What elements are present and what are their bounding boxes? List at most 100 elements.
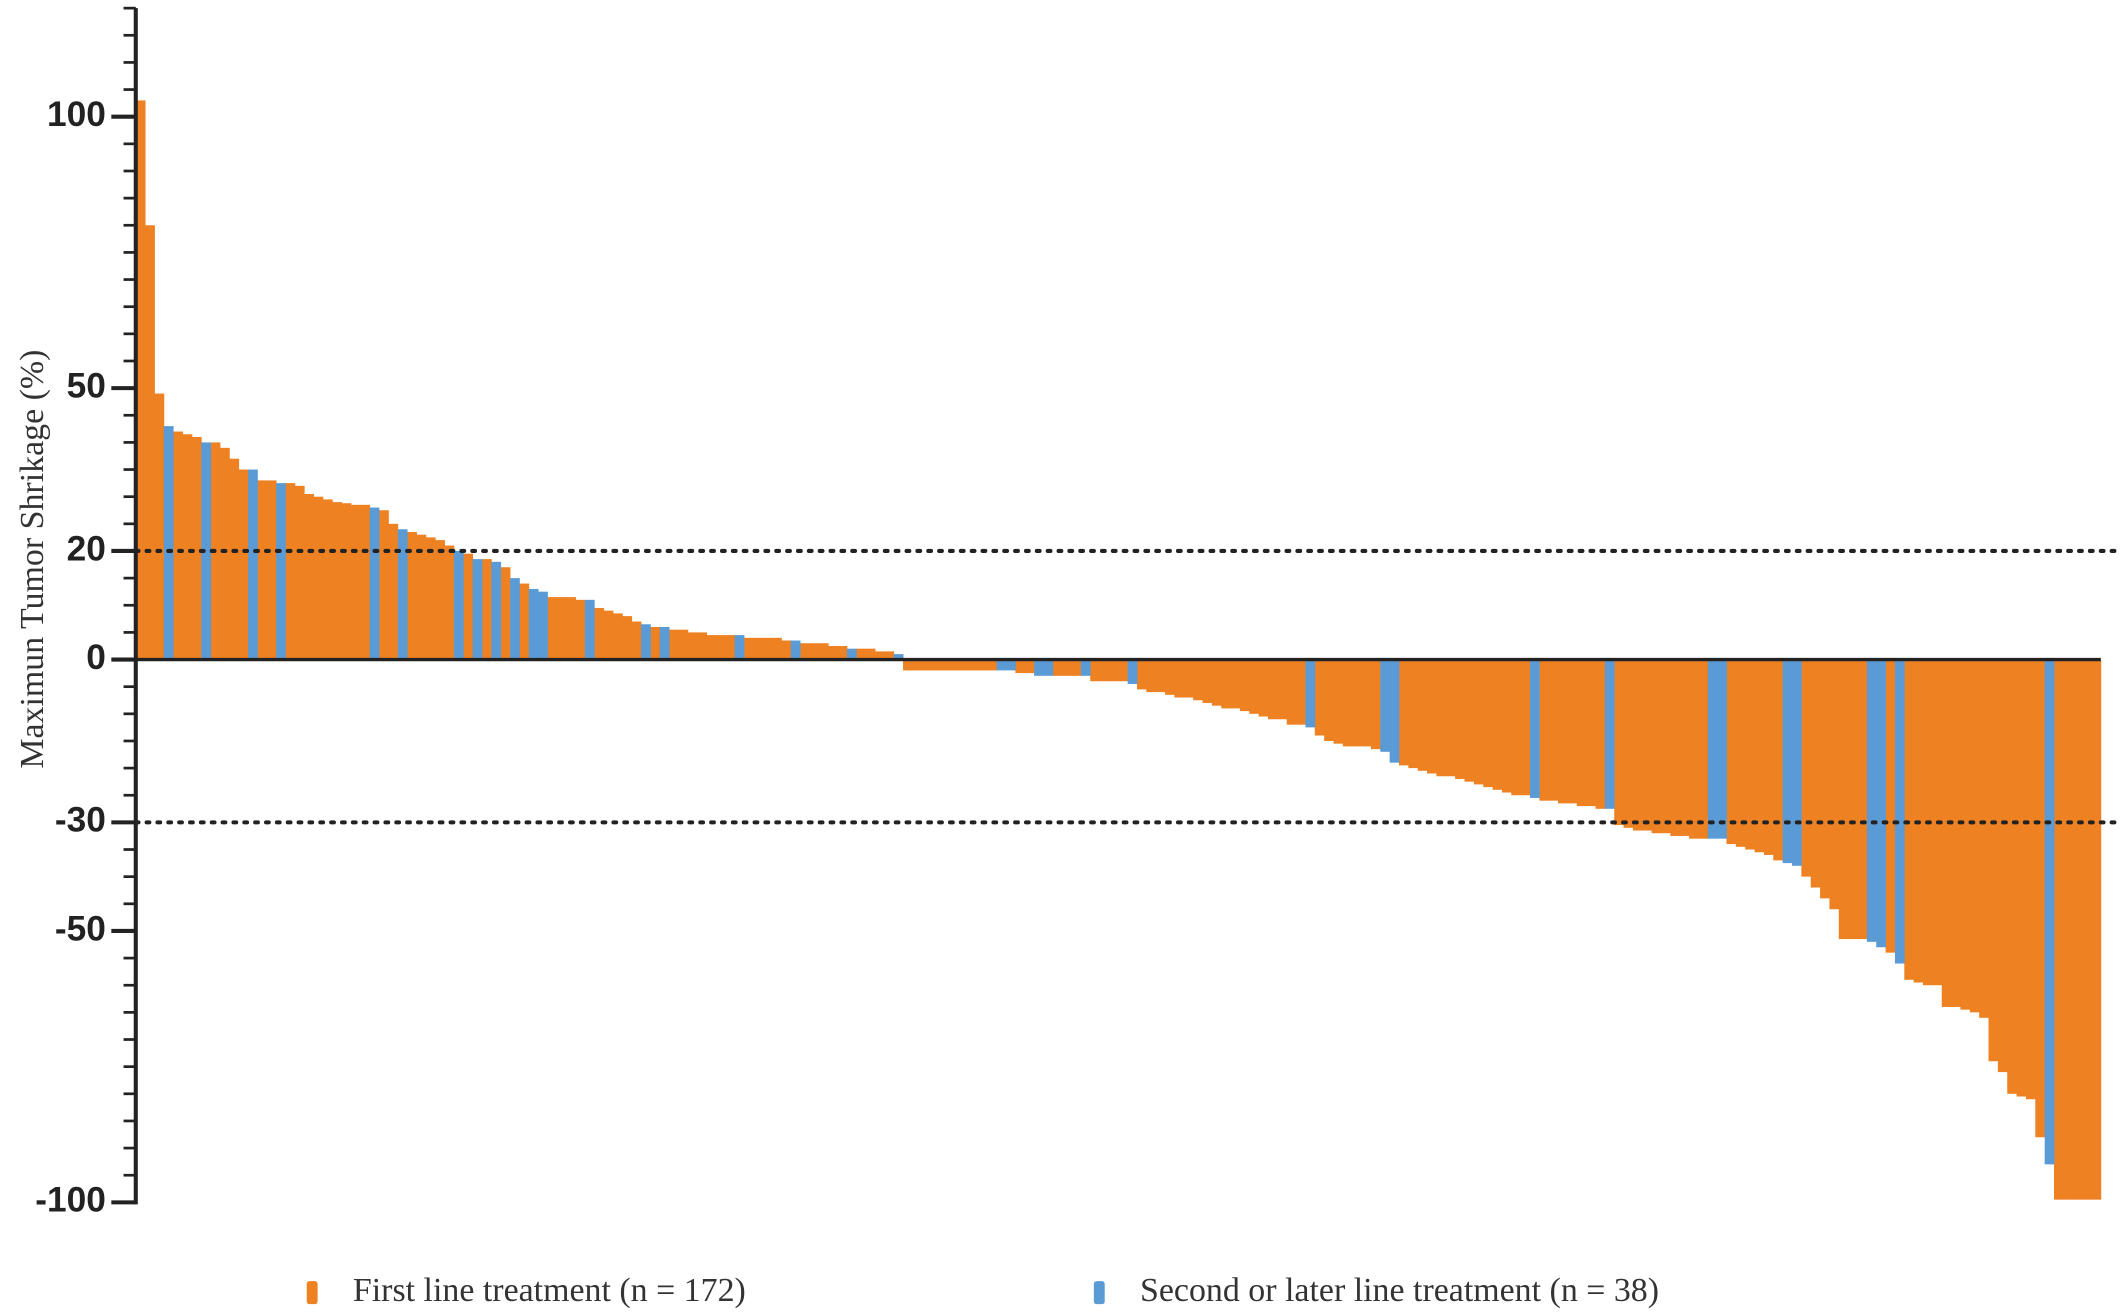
- bar: [1080, 659, 1091, 676]
- bar: [2044, 659, 2055, 1165]
- bar: [2016, 659, 2027, 1097]
- bar: [912, 659, 923, 671]
- bar: [987, 659, 998, 671]
- bar: [1773, 659, 1784, 861]
- bar: [1661, 659, 1671, 834]
- bar: [182, 434, 193, 660]
- bar: [2091, 659, 2102, 1200]
- bar: [1979, 659, 1989, 1018]
- bar: [1099, 659, 1110, 682]
- bar: [407, 531, 417, 660]
- bar: [715, 635, 726, 660]
- bar: [1286, 659, 1297, 725]
- bar: [743, 637, 754, 660]
- bar: [1464, 659, 1475, 782]
- y-tick-label: -30: [55, 801, 106, 840]
- bar: [1792, 659, 1802, 866]
- bar: [1427, 659, 1437, 774]
- bar: [1221, 659, 1231, 709]
- bar: [584, 599, 595, 660]
- bar: [444, 545, 455, 660]
- bar: [968, 659, 979, 671]
- bar: [1511, 659, 1522, 796]
- bar: [1829, 659, 1840, 910]
- bar: [977, 659, 988, 671]
- bar: [865, 648, 876, 660]
- y-tick-label: -100: [35, 1181, 106, 1220]
- bar: [1034, 659, 1044, 676]
- bar: [949, 659, 960, 671]
- bar: [1567, 659, 1578, 804]
- bar: [1389, 659, 1400, 763]
- bar: [388, 523, 399, 660]
- bar: [1052, 659, 1063, 676]
- bar: [903, 659, 913, 671]
- bar: [678, 629, 689, 660]
- bar: [379, 510, 389, 660]
- bar: [1558, 659, 1568, 804]
- bar: [435, 540, 445, 660]
- bar: [800, 643, 810, 660]
- bar: [1642, 659, 1653, 831]
- bar: [1960, 659, 1971, 1010]
- bar: [1492, 659, 1503, 790]
- bar: [1267, 659, 1278, 720]
- bar: [1399, 659, 1409, 766]
- bar: [2082, 659, 2092, 1200]
- bar: [1324, 659, 1334, 741]
- bar: [697, 632, 707, 660]
- bar: [1586, 659, 1596, 807]
- bar: [425, 537, 436, 660]
- bar: [1689, 659, 1699, 839]
- bar: [1473, 659, 1484, 785]
- bar: [1951, 659, 1961, 1007]
- bar: [1717, 659, 1727, 839]
- bar: [1370, 659, 1381, 750]
- bar: [1988, 659, 1999, 1062]
- bar: [612, 613, 623, 660]
- bar: [1408, 659, 1419, 769]
- bar: [1314, 659, 1325, 736]
- legend-swatch: [306, 1281, 318, 1305]
- bar: [893, 654, 904, 660]
- bar: [528, 588, 539, 660]
- bar: [1445, 659, 1456, 777]
- bar: [1015, 659, 1026, 674]
- bar: [1530, 659, 1540, 798]
- bar: [229, 458, 240, 660]
- bar: [191, 436, 202, 660]
- bar: [1305, 659, 1316, 728]
- bar: [1183, 659, 1194, 698]
- bar: [1127, 659, 1138, 684]
- bar: [491, 561, 502, 660]
- bar: [397, 529, 408, 660]
- y-tick-label: 100: [47, 95, 106, 134]
- bar: [1857, 659, 1868, 940]
- y-tick-label: -50: [55, 909, 106, 948]
- bar: [1885, 659, 1896, 953]
- bar: [1062, 659, 1072, 676]
- y-tick-label: 20: [67, 529, 106, 568]
- bar: [753, 637, 764, 660]
- bar: [772, 637, 782, 660]
- bar: [1202, 659, 1213, 703]
- bar: [1483, 659, 1493, 788]
- bar: [781, 640, 792, 660]
- bar: [1436, 659, 1447, 777]
- bar: [472, 559, 483, 660]
- bar: [1632, 659, 1643, 831]
- bar: [1005, 659, 1016, 671]
- bar: [173, 431, 183, 660]
- bar: [1848, 659, 1858, 940]
- bar: [631, 621, 642, 660]
- bar: [921, 659, 932, 671]
- bar: [959, 659, 969, 671]
- bar: [837, 645, 848, 660]
- bar: [257, 480, 268, 660]
- bar: [725, 635, 736, 660]
- bar: [154, 393, 165, 660]
- bar: [1820, 659, 1830, 899]
- bar: [734, 635, 745, 660]
- bar: [996, 659, 1007, 671]
